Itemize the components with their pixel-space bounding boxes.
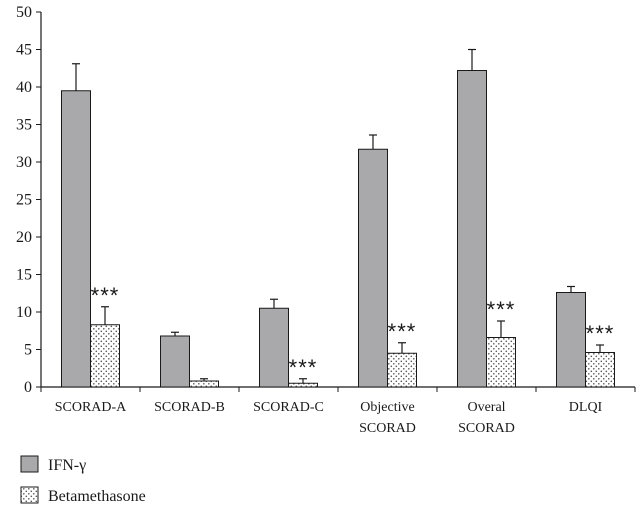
significance-label: ***	[289, 355, 318, 380]
bar-betamethasone	[189, 380, 219, 388]
category-label: SCORAD-C	[253, 400, 324, 415]
bar-ifn	[358, 148, 388, 388]
legend-label-ifn: IFN-γ	[48, 457, 86, 474]
y-tick-label: 35	[16, 117, 32, 134]
bar-ifn	[259, 307, 289, 388]
category-label: SCORAD-A	[55, 400, 127, 415]
y-tick-label: 15	[16, 267, 32, 284]
category-label: SCORAD	[359, 421, 416, 436]
bar-ifn	[61, 90, 91, 388]
category-labels: SCORAD-A SCORAD-B SCORAD-C Objective SCORAD O…	[55, 400, 603, 436]
significance-label: ***	[487, 297, 516, 322]
significance-label: ***	[388, 319, 417, 344]
bar-betamethasone	[288, 382, 318, 388]
legend: IFN-γ Betamethasone	[20, 455, 146, 505]
bars: *** *** *** *** ***	[61, 48, 615, 388]
bar-betamethasone	[90, 324, 120, 388]
significance-label: ***	[91, 283, 120, 308]
axes: 0 5 10 15 20 25 30 35 40 45 50	[16, 4, 636, 396]
category-label: Objective	[360, 400, 414, 415]
y-tick-label: 5	[24, 342, 32, 359]
bar-ifn	[556, 292, 586, 388]
bar-betamethasone	[486, 337, 516, 388]
y-tick-label: 10	[16, 304, 32, 321]
y-tick-label: 25	[16, 192, 32, 209]
y-tick-label: 45	[16, 42, 32, 59]
bar-ifn	[160, 335, 190, 388]
y-tick-label: 0	[24, 379, 32, 396]
legend-swatch-ifn	[20, 455, 39, 473]
category-label: SCORAD	[458, 421, 515, 436]
y-tick-label: 50	[16, 4, 32, 21]
y-tick-label: 30	[16, 154, 32, 171]
legend-swatch-betamethasone	[20, 486, 39, 504]
category-label: DLQI	[569, 400, 603, 415]
legend-label-betamethasone: Betamethasone	[48, 488, 146, 505]
y-tick-label: 40	[16, 79, 32, 96]
bar-betamethasone	[387, 352, 417, 388]
bar-betamethasone	[585, 352, 615, 388]
category-label: SCORAD-B	[154, 400, 225, 415]
significance-label: ***	[586, 321, 615, 346]
bar-ifn	[457, 70, 487, 388]
y-tick-label: 20	[16, 229, 32, 246]
category-label: Overal	[467, 400, 505, 415]
